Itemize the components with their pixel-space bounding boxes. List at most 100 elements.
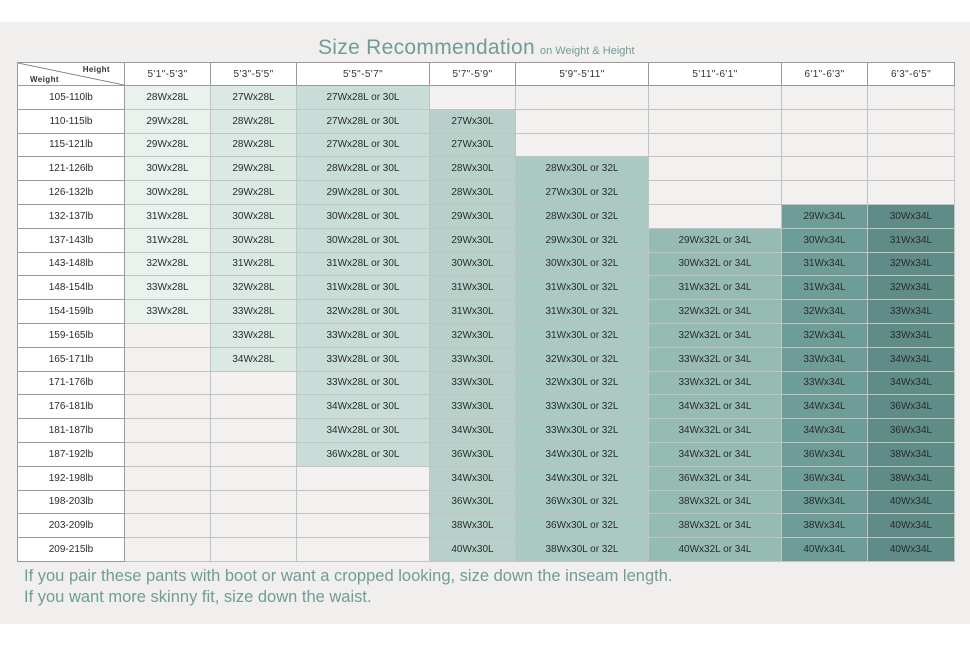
size-cell: 32Wx34L bbox=[867, 275, 955, 301]
size-cell: 36Wx30L bbox=[429, 489, 516, 515]
size-cell: 33Wx30L bbox=[429, 346, 516, 372]
size-cell bbox=[124, 441, 211, 467]
weight-cell: 198-203lb bbox=[17, 489, 125, 515]
weight-cell: 181-187lb bbox=[17, 418, 125, 443]
size-cell: 33Wx28L or 30L bbox=[296, 346, 430, 372]
size-cell: 30Wx28L or 30L bbox=[296, 203, 430, 229]
size-cell bbox=[210, 465, 297, 491]
note-inseam: If you pair these pants with boot or wan… bbox=[24, 567, 673, 585]
size-cell: 28Wx30L bbox=[429, 180, 516, 205]
size-cell: 31Wx30L or 32L bbox=[515, 299, 649, 324]
size-cell: 29Wx28L bbox=[210, 180, 297, 205]
size-cell: 33Wx30L bbox=[429, 394, 516, 420]
size-cell: 29Wx34L bbox=[781, 203, 868, 229]
size-table: Height Weight 5'1"-5'3" 5'3"-5'5" 5'5"-5… bbox=[17, 62, 955, 562]
size-cell: 31Wx28L bbox=[124, 203, 211, 229]
size-cell: 31Wx28L bbox=[124, 227, 211, 253]
size-cell: 30Wx28L bbox=[210, 227, 297, 253]
fit-notes: If you pair these pants with boot or wan… bbox=[24, 566, 672, 608]
size-cell: 33Wx28L bbox=[124, 275, 211, 301]
size-cell: 38Wx34L bbox=[781, 513, 868, 539]
size-cell bbox=[124, 418, 211, 443]
size-cell: 27Wx28L or 30L bbox=[296, 108, 430, 134]
size-cell: 32Wx30L bbox=[429, 322, 516, 348]
size-cell bbox=[296, 489, 430, 515]
size-cell: 36Wx28L or 30L bbox=[296, 441, 430, 467]
size-cell: 33Wx30L or 32L bbox=[515, 418, 649, 443]
size-cell: 36Wx30L bbox=[429, 441, 516, 467]
size-cell bbox=[648, 156, 782, 182]
size-cell bbox=[867, 132, 955, 158]
size-cell: 29Wx28L or 30L bbox=[296, 180, 430, 205]
size-cell: 34Wx32L or 34L bbox=[648, 394, 782, 420]
size-cell: 34Wx34L bbox=[781, 394, 868, 420]
size-cell: 31Wx32L or 34L bbox=[648, 275, 782, 301]
size-cell: 33Wx34L bbox=[781, 346, 868, 372]
weight-cell: 105-110lb bbox=[17, 85, 125, 110]
table-row: 192-198lb 34Wx30L 34Wx30L or 32L 36Wx32L or… bbox=[17, 465, 955, 491]
weight-cell: 176-181lb bbox=[17, 394, 125, 420]
size-cell: 38Wx34L bbox=[867, 441, 955, 467]
weight-cell: 126-132lb bbox=[17, 180, 125, 205]
table-row: 198-203lb 36Wx30L 36Wx30L or 32L 38Wx32L or… bbox=[17, 489, 955, 515]
size-cell: 38Wx34L bbox=[781, 489, 868, 515]
size-cell bbox=[515, 108, 649, 134]
size-cell bbox=[867, 108, 955, 134]
size-cell bbox=[781, 85, 868, 110]
size-cell: 29Wx30L or 32L bbox=[515, 227, 649, 253]
size-cell bbox=[124, 537, 211, 562]
size-cell bbox=[296, 465, 430, 491]
height-header: 5'3"-5'5" bbox=[210, 62, 297, 86]
size-cell: 34Wx28L or 30L bbox=[296, 418, 430, 443]
size-cell: 38Wx30L bbox=[429, 513, 516, 539]
size-cell: 32Wx28L bbox=[124, 251, 211, 277]
size-cell: 38Wx34L bbox=[867, 465, 955, 491]
size-cell: 29Wx30L bbox=[429, 203, 516, 229]
size-cell: 34Wx34L bbox=[867, 370, 955, 396]
height-header: 5'1"-5'3" bbox=[124, 62, 211, 86]
size-cell: 32Wx28L bbox=[210, 275, 297, 301]
size-cell bbox=[867, 85, 955, 110]
weight-cell: 154-159lb bbox=[17, 299, 125, 324]
size-cell: 30Wx28L or 30L bbox=[296, 227, 430, 253]
size-cell bbox=[781, 108, 868, 134]
size-cell bbox=[515, 132, 649, 158]
height-axis-label: Height bbox=[82, 65, 110, 74]
weight-cell: 209-215lb bbox=[17, 537, 125, 562]
size-cell: 33Wx32L or 34L bbox=[648, 346, 782, 372]
weight-cell: 110-115lb bbox=[17, 108, 125, 134]
size-cell bbox=[210, 513, 297, 539]
size-cell: 28Wx28L bbox=[210, 108, 297, 134]
size-cell: 33Wx28L or 30L bbox=[296, 322, 430, 348]
size-cell: 29Wx28L bbox=[210, 156, 297, 182]
table-row: 154-159lb 33Wx28L 33Wx28L 32Wx28L or 30L 31W… bbox=[17, 299, 955, 324]
size-cell bbox=[210, 394, 297, 420]
size-cell: 31Wx30L or 32L bbox=[515, 275, 649, 301]
corner-cell: Height Weight bbox=[17, 62, 125, 86]
weight-cell: 203-209lb bbox=[17, 513, 125, 539]
size-cell: 36Wx34L bbox=[781, 441, 868, 467]
table-row: 105-110lb 28Wx28L 27Wx28L 27Wx28L or 30L bbox=[17, 85, 955, 110]
size-cell: 34Wx28L or 30L bbox=[296, 394, 430, 420]
size-cell: 32Wx30L or 32L bbox=[515, 346, 649, 372]
size-cell: 31Wx30L bbox=[429, 299, 516, 324]
size-cell bbox=[210, 441, 297, 467]
table-body: 105-110lb 28Wx28L 27Wx28L 27Wx28L or 30L 110… bbox=[17, 85, 955, 562]
size-cell bbox=[867, 156, 955, 182]
size-cell: 28Wx30L bbox=[429, 156, 516, 182]
size-cell: 29Wx28L bbox=[124, 132, 211, 158]
size-cell: 31Wx30L or 32L bbox=[515, 322, 649, 348]
weight-cell: 148-154lb bbox=[17, 275, 125, 301]
table-row: 110-115lb 29Wx28L 28Wx28L 27Wx28L or 30L 27W… bbox=[17, 108, 955, 134]
size-cell: 27Wx30L bbox=[429, 108, 516, 134]
size-cell: 33Wx34L bbox=[867, 299, 955, 324]
size-cell bbox=[210, 418, 297, 443]
size-cell bbox=[781, 180, 868, 205]
size-chart-sheet: Size Recommendation on Weight & Height He… bbox=[0, 22, 970, 624]
size-cell bbox=[648, 203, 782, 229]
size-cell: 27Wx28L or 30L bbox=[296, 85, 430, 110]
size-cell: 34Wx32L or 34L bbox=[648, 418, 782, 443]
size-cell bbox=[124, 346, 211, 372]
diagonal-divider bbox=[18, 63, 124, 85]
size-cell: 33Wx28L or 30L bbox=[296, 370, 430, 396]
